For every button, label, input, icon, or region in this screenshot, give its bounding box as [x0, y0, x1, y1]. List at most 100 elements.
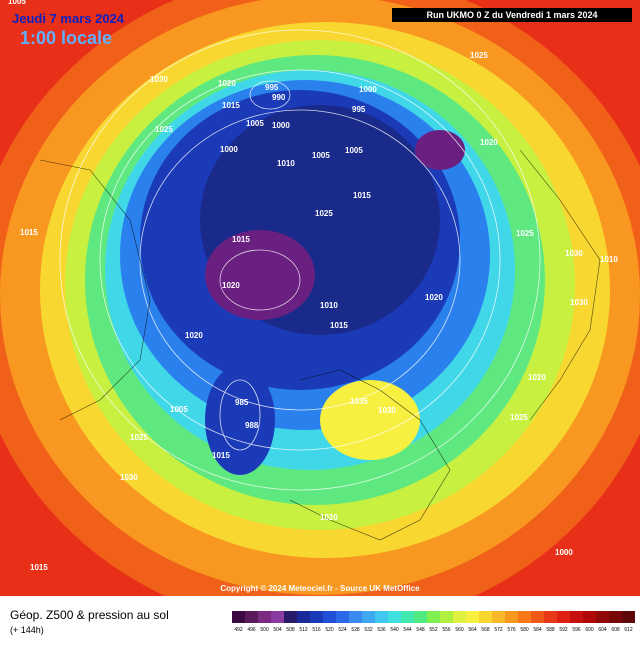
isobar-label: 1025	[130, 433, 148, 442]
colorbar-swatch	[440, 611, 453, 623]
isobar-label: 1030	[120, 473, 138, 482]
colorbar-swatch	[596, 611, 609, 623]
colorbar-label: 612	[624, 627, 633, 633]
copyright: Copyright © 2024 Meteociel.fr - Source U…	[220, 584, 420, 593]
colorbar-label: 520	[325, 627, 334, 633]
colorbar-label: 564	[468, 627, 477, 633]
colorbar-label: 532	[364, 627, 373, 633]
isobar-label: 1030	[378, 406, 396, 415]
colorbar-swatch	[258, 611, 271, 623]
colorbar-swatch	[284, 611, 297, 623]
isobar-label: 1025	[516, 229, 534, 238]
isobar-label: 1015	[20, 228, 38, 237]
colorbar-label: 536	[377, 627, 386, 633]
isobar-label: 1015	[260, 599, 278, 608]
isobar-label: 1000	[555, 548, 573, 557]
colorbar-swatch	[479, 611, 492, 623]
isobar-label: 1015	[212, 451, 230, 460]
map-field: Copyright © 2024 Meteociel.fr - Source U…	[0, 0, 640, 596]
isobar-label: 995	[265, 83, 279, 92]
colorbar-swatch	[609, 611, 622, 623]
colorbar-swatch	[622, 611, 635, 623]
isobar-label: 1025	[315, 209, 333, 218]
colorbar-label: 500	[260, 627, 269, 633]
colorbar-swatch	[388, 611, 401, 623]
colorbar-swatch	[297, 611, 310, 623]
isobar-label: 1005	[312, 151, 330, 160]
isobar-label: 1030	[150, 75, 168, 84]
isobar-label: 1020	[528, 373, 546, 382]
legend-title: Géop. Z500 & pression au sol	[10, 608, 169, 622]
colorbar-swatch	[414, 611, 427, 623]
colorbar-swatch	[310, 611, 323, 623]
colorbar-swatch	[375, 611, 388, 623]
colorbar-swatch	[583, 611, 596, 623]
isobar-label: 1015	[330, 321, 348, 330]
isobar-label: 1005	[170, 405, 188, 414]
isobar-label: 1010	[277, 159, 295, 168]
colorbar-label: 508	[286, 627, 295, 633]
isobar-label: 1010	[320, 301, 338, 310]
isobar-label: 988	[245, 421, 259, 430]
colorbar-label: 496	[247, 627, 256, 633]
isobar-label: 1025	[510, 413, 528, 422]
colorbar-swatch	[570, 611, 583, 623]
isobar-label: 1010	[600, 255, 618, 264]
isobar-label: 1015	[353, 191, 371, 200]
colorbar-swatch	[427, 611, 440, 623]
colorbar-swatch	[349, 611, 362, 623]
isobar-label: 1005	[246, 119, 264, 128]
colorbar-label: 572	[494, 627, 503, 633]
colorbar: 492 496 500 504 508 512 516 520 524 528 532 536 540 5…	[232, 611, 635, 633]
isobar-label: 1020	[222, 281, 240, 290]
colorbar-label: 528	[351, 627, 360, 633]
colorbar-label: 608	[611, 627, 620, 633]
colorbar-swatch	[245, 611, 258, 623]
colorbar-label: 576	[507, 627, 516, 633]
colorbar-label: 556	[442, 627, 451, 633]
run-info: Run UKMO 0 Z du Vendredi 1 mars 2024	[426, 10, 597, 20]
isobar-label: 985	[235, 398, 249, 407]
colorbar-label: 580	[520, 627, 529, 633]
colorbar-swatch	[232, 611, 245, 623]
colorbar-label: 544	[403, 627, 412, 633]
colorbar-label: 552	[429, 627, 438, 633]
colorbar-swatch	[557, 611, 570, 623]
colorbar-label: 548	[416, 627, 425, 633]
colorbar-label: 600	[585, 627, 594, 633]
isobar-label: 1000	[272, 121, 290, 130]
date: Jeudi 7 mars 2024	[12, 11, 125, 26]
isobar-label: 1020	[425, 293, 443, 302]
isobar-label: 1005	[345, 146, 363, 155]
isobar-label: 1020	[320, 513, 338, 522]
run-box	[392, 8, 632, 22]
isobar-label: 1005	[8, 0, 26, 6]
colorbar-label: 516	[312, 627, 321, 633]
isobar-label: 1015	[232, 235, 250, 244]
isobar-label: 990	[272, 93, 286, 102]
colorbar-label: 492	[234, 627, 243, 633]
colorbar-swatch	[271, 611, 284, 623]
colorbar-swatch	[518, 611, 531, 623]
colorbar-label: 512	[299, 627, 308, 633]
isobar-label: 1000	[359, 85, 377, 94]
colorbar-swatch	[453, 611, 466, 623]
colorbar-label: 604	[598, 627, 607, 633]
isobar-label: 1020	[218, 79, 236, 88]
colorbar-label: 504	[273, 627, 282, 633]
colorbar-label: 560	[455, 627, 464, 633]
isobar-label: 1020	[185, 331, 203, 340]
colorbar-label: 568	[481, 627, 490, 633]
colorbar-swatch	[336, 611, 349, 623]
colorbar-swatch	[492, 611, 505, 623]
colorbar-label: 588	[546, 627, 555, 633]
colorbar-label: 584	[533, 627, 542, 633]
isobar-label: 1015	[30, 563, 48, 572]
isobar-label: 1025	[470, 51, 488, 60]
colorbar-swatch	[362, 611, 375, 623]
colorbar-swatch	[505, 611, 518, 623]
isobar-label: 1020	[480, 138, 498, 147]
colorbar-swatch	[531, 611, 544, 623]
